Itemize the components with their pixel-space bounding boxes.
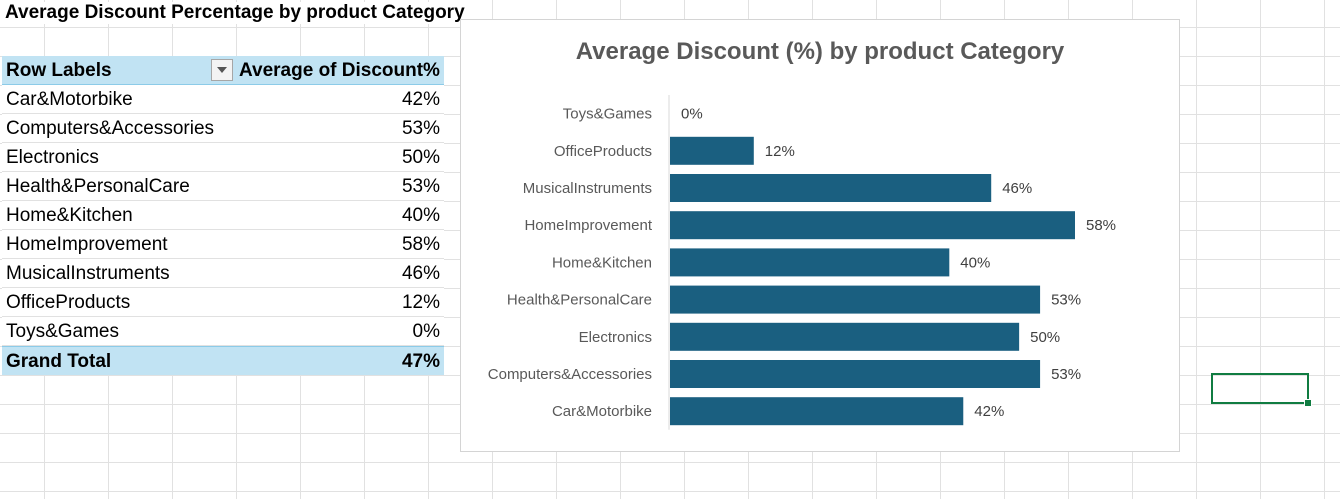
pivot-header-row: Row Labels Average of Discount% (2, 56, 444, 85)
data-label: 46% (1002, 180, 1032, 197)
data-label: 40% (960, 254, 990, 271)
pivot-row[interactable]: Home&Kitchen 40% (2, 201, 444, 230)
pivot-row-label: Car&Motorbike (6, 89, 133, 110)
pivot-row-value: 58% (401, 234, 440, 255)
filter-dropdown-button[interactable] (211, 59, 233, 81)
pivot-row-value: 53% (401, 118, 440, 139)
pivot-table[interactable]: Row Labels Average of Discount% Car&Moto… (2, 56, 444, 375)
data-label: 0% (681, 106, 703, 123)
grand-total-row[interactable]: Grand Total 47% (2, 346, 444, 375)
category-label: MusicalInstruments (523, 180, 652, 197)
grand-total-value: 47% (401, 351, 440, 372)
pivot-row[interactable]: OfficeProducts 12% (2, 288, 444, 317)
pivot-row[interactable]: Electronics 50% (2, 143, 444, 172)
category-label: HomeImprovement (524, 217, 652, 234)
pivot-row[interactable]: HomeImprovement 58% (2, 230, 444, 259)
data-label: 12% (765, 143, 795, 160)
category-label: Toys&Games (563, 106, 652, 123)
category-label: Electronics (579, 329, 652, 346)
pivot-row-label: HomeImprovement (6, 234, 168, 255)
bar[interactable] (670, 397, 964, 426)
sheet-title: Average Discount Percentage by product C… (5, 2, 469, 24)
selected-cell[interactable] (1211, 373, 1309, 404)
pivot-row-label: Health&PersonalCare (6, 176, 190, 197)
category-label: OfficeProducts (554, 143, 652, 160)
bar[interactable] (670, 248, 950, 277)
pivot-row-value: 12% (401, 292, 440, 313)
pivot-row-value: 50% (401, 147, 440, 168)
pivot-row-value: 0% (412, 321, 440, 342)
bar[interactable] (670, 174, 992, 202)
row-labels-header[interactable]: Row Labels (6, 60, 112, 81)
grand-total-label: Grand Total (6, 351, 112, 372)
category-label: Computers&Accessories (488, 366, 652, 383)
chart-title: Average Discount (%) by product Category (575, 38, 1065, 65)
bar[interactable] (670, 322, 1020, 351)
chart-plot-area: Toys&Games 0% OfficeProducts 12% MusicalInst… (488, 95, 1116, 430)
value-header[interactable]: Average of Discount% (239, 60, 440, 81)
bar[interactable] (670, 360, 1041, 388)
category-label: Home&Kitchen (552, 254, 652, 271)
bar[interactable] (670, 285, 1041, 314)
pivot-row-label: Computers&Accessories (6, 118, 215, 139)
pivot-row-label: Electronics (6, 147, 99, 168)
pivot-row-label: MusicalInstruments (6, 263, 170, 284)
pivot-row[interactable]: Computers&Accessories 53% (2, 114, 444, 143)
pivot-row[interactable]: Car&Motorbike 42% (2, 85, 444, 114)
data-label: 58% (1086, 217, 1116, 234)
pivot-row-label: OfficeProducts (6, 292, 131, 313)
category-label: Health&PersonalCare (507, 292, 652, 309)
pivot-row-value: 46% (401, 263, 440, 284)
data-label: 50% (1030, 329, 1060, 346)
fill-handle[interactable] (1304, 399, 1312, 407)
pivot-row-value: 42% (401, 89, 440, 110)
data-label: 42% (974, 403, 1004, 420)
bar-chart[interactable]: Average Discount (%) by product Category… (460, 19, 1180, 452)
pivot-row[interactable]: Toys&Games 0% (2, 317, 444, 346)
bar[interactable] (670, 136, 754, 165)
pivot-row-value: 53% (401, 176, 440, 197)
pivot-row[interactable]: Health&PersonalCare 53% (2, 172, 444, 201)
pivot-row-label: Home&Kitchen (6, 205, 133, 226)
bar[interactable] (670, 211, 1075, 240)
data-label: 53% (1051, 292, 1081, 309)
pivot-row-value: 40% (401, 205, 440, 226)
category-label: Car&Motorbike (552, 403, 652, 420)
pivot-row-label: Toys&Games (6, 321, 119, 342)
data-label: 53% (1051, 366, 1081, 383)
pivot-row[interactable]: MusicalInstruments 46% (2, 259, 444, 288)
